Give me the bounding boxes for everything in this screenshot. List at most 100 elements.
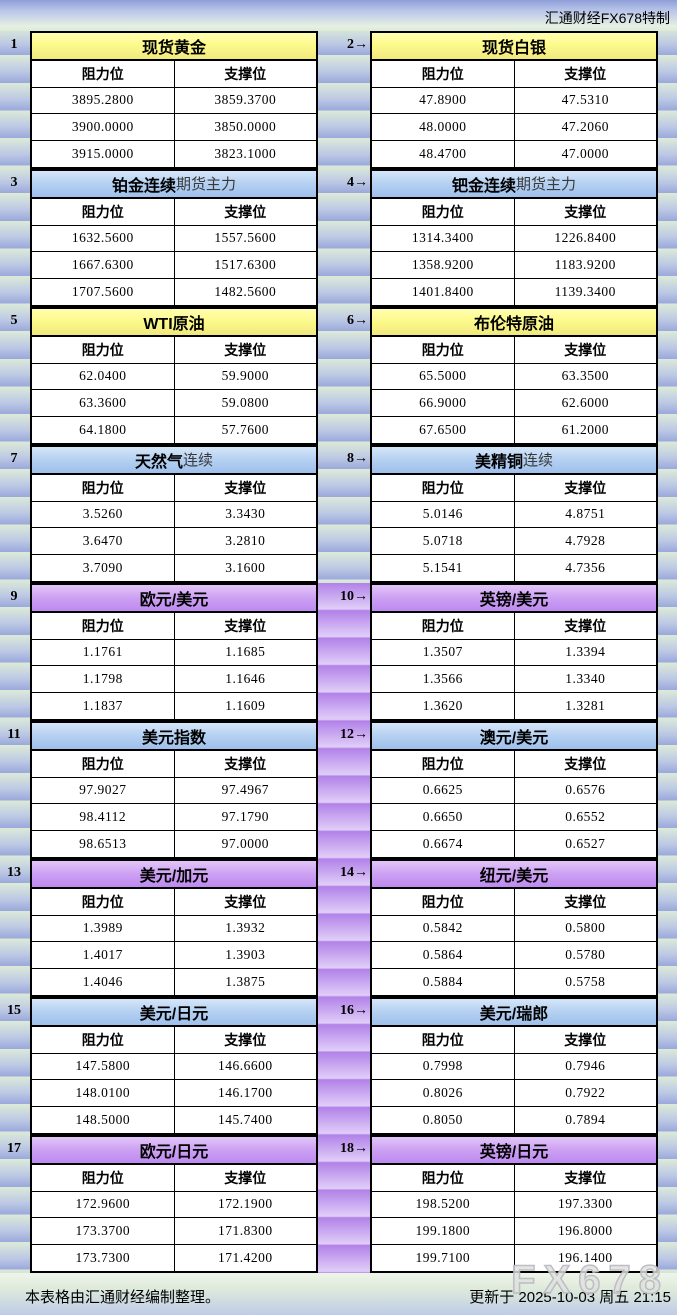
table-row: 47.8900 47.5310 [372, 86, 656, 114]
table-row: 67.6500 61.2000 [372, 416, 656, 443]
table-row: 1.3566 1.3340 [372, 665, 656, 693]
table-row: 66.9000 62.6000 [372, 389, 656, 417]
table-header-row: 阻力位 支撑位 [32, 611, 316, 639]
table-header-row: 阻力位 支撑位 [372, 611, 656, 639]
resistance-value: 0.6625 [372, 777, 515, 804]
support-value: 171.4200 [174, 1245, 316, 1271]
table-title-text: 现货黄金 [141, 39, 206, 57]
price-table: 纽元/美元 阻力位 支撑位 0.5842 0.5800 0.5864 0.578… [370, 859, 658, 997]
price-table: 布伦特原油 阻力位 支撑位 65.5000 63.3500 66.9000 62… [370, 307, 658, 445]
table-title: 纽元/美元 [372, 861, 656, 888]
support-value: 97.1790 [174, 804, 316, 831]
support-value: 61.2000 [514, 417, 656, 443]
support-value: 171.8300 [174, 1218, 316, 1245]
resistance-value: 0.6674 [372, 831, 515, 857]
table-index-label: 13 [7, 865, 21, 880]
resistance-value: 3900.0000 [32, 114, 175, 141]
table-title-text: 美元/日元 [139, 1005, 209, 1023]
support-value: 1557.5600 [174, 225, 316, 252]
fx678-watermark: FX678 [510, 1257, 669, 1303]
table-row: 148.0100 146.1700 [32, 1079, 316, 1107]
price-table: 欧元/美元 阻力位 支撑位 1.1761 1.1685 1.1798 1.164… [30, 583, 318, 721]
resistance-header: 阻力位 [32, 336, 175, 363]
price-table: 铂金连续 期货主力 阻力位 支撑位 1632.5600 1557.5600 166… [30, 169, 318, 307]
table-index-label: 1 [10, 37, 18, 52]
resistance-value: 1.3566 [372, 666, 515, 693]
resistance-value: 48.0000 [372, 114, 515, 141]
table-header-row: 阻力位 支撑位 [32, 473, 316, 501]
center-gap-column: 4→ [318, 169, 370, 307]
table-row: 172.9600 172.1900 [32, 1190, 316, 1218]
resistance-value: 62.0400 [32, 363, 175, 390]
table-row: 0.5864 0.5780 [372, 941, 656, 969]
resistance-value: 1.3507 [372, 639, 515, 666]
resistance-value: 3.5260 [32, 501, 175, 528]
table-index-label: 17 [7, 1141, 21, 1156]
table-row: 5.0718 4.7928 [372, 527, 656, 555]
support-value: 0.5780 [514, 942, 656, 969]
table-row: 0.6674 0.6527 [372, 830, 656, 857]
resistance-value: 147.5800 [32, 1053, 175, 1080]
support-value: 0.5800 [514, 915, 656, 942]
table-title-text: 澳元/美元 [479, 729, 549, 747]
table-index-label: 4→ [347, 175, 368, 190]
support-header: 支撑位 [564, 341, 607, 358]
table-row: 62.0400 59.9000 [32, 362, 316, 390]
center-gap-column: 6→ [318, 307, 370, 445]
table-index-label: 6→ [347, 313, 368, 328]
table-title-text: 英镑/日元 [479, 1143, 549, 1161]
center-gap-column: 8→ [318, 445, 370, 583]
resistance-value: 1632.5600 [32, 225, 175, 252]
support-value: 1.3903 [174, 942, 316, 969]
support-value: 1139.3400 [514, 279, 656, 305]
support-value: 4.8751 [514, 501, 656, 528]
resistance-value: 1.4046 [32, 969, 175, 995]
resistance-value: 172.9600 [32, 1191, 175, 1218]
table-header-row: 阻力位 支撑位 [32, 1025, 316, 1053]
resistance-value: 97.9027 [32, 777, 175, 804]
table-title-text: 铂金连续 [111, 177, 176, 195]
center-gap-column: 16→ [318, 997, 370, 1135]
footer-note: 本表格由汇通财经编制整理。 [25, 1288, 221, 1306]
table-row: 5.1541 4.7356 [372, 554, 656, 581]
support-value: 63.3500 [514, 363, 656, 390]
table-header-row: 阻力位 支撑位 [32, 749, 316, 777]
table-title: 美元指数 [32, 723, 316, 750]
support-value: 1.3281 [514, 693, 656, 719]
support-value: 4.7928 [514, 528, 656, 555]
resistance-value: 3.6470 [32, 528, 175, 555]
resistance-value: 48.4700 [372, 141, 515, 167]
table-row: 173.3700 171.8300 [32, 1217, 316, 1245]
support-value: 57.7600 [174, 417, 316, 443]
resistance-value: 198.5200 [372, 1191, 515, 1218]
table-title-text: WTI原油 [143, 315, 205, 333]
resistance-value: 0.5842 [372, 915, 515, 942]
resistance-header: 阻力位 [32, 612, 175, 639]
table-row: 1.3507 1.3394 [372, 638, 656, 666]
table-title-text: 纽元/美元 [479, 867, 549, 885]
table-header-row: 阻力位 支撑位 [372, 749, 656, 777]
resistance-header: 阻力位 [372, 198, 515, 225]
support-value: 97.0000 [174, 831, 316, 857]
table-row: 1.4017 1.3903 [32, 941, 316, 969]
table-header-row: 阻力位 支撑位 [372, 473, 656, 501]
table-pair-row: 17 欧元/日元 阻力位 支撑位 172.9600 172.1900 173.3… [0, 1135, 677, 1273]
support-value: 1226.8400 [514, 225, 656, 252]
table-index-label: 14→ [340, 865, 368, 880]
support-header: 支撑位 [224, 203, 267, 220]
support-value: 3859.3700 [174, 87, 316, 114]
resistance-value: 1667.6300 [32, 252, 175, 279]
support-value: 47.5310 [514, 87, 656, 114]
table-index-label: 15 [7, 1003, 21, 1018]
support-value: 3823.1000 [174, 141, 316, 167]
support-value: 3.2810 [174, 528, 316, 555]
price-table: 美元/瑞郎 阻力位 支撑位 0.7998 0.7946 0.8026 0.792… [370, 997, 658, 1135]
support-header: 支撑位 [224, 65, 267, 82]
left-index-column: 17 [0, 1135, 30, 1273]
table-row: 0.7998 0.7946 [372, 1052, 656, 1080]
table-title-text: 天然气 [134, 453, 183, 471]
resistance-value: 0.6650 [372, 804, 515, 831]
support-value: 0.7946 [514, 1053, 656, 1080]
resistance-value: 199.1800 [372, 1218, 515, 1245]
tables-grid: 1 现货黄金 阻力位 支撑位 3895.2800 3859.3700 3900.… [0, 31, 677, 1273]
